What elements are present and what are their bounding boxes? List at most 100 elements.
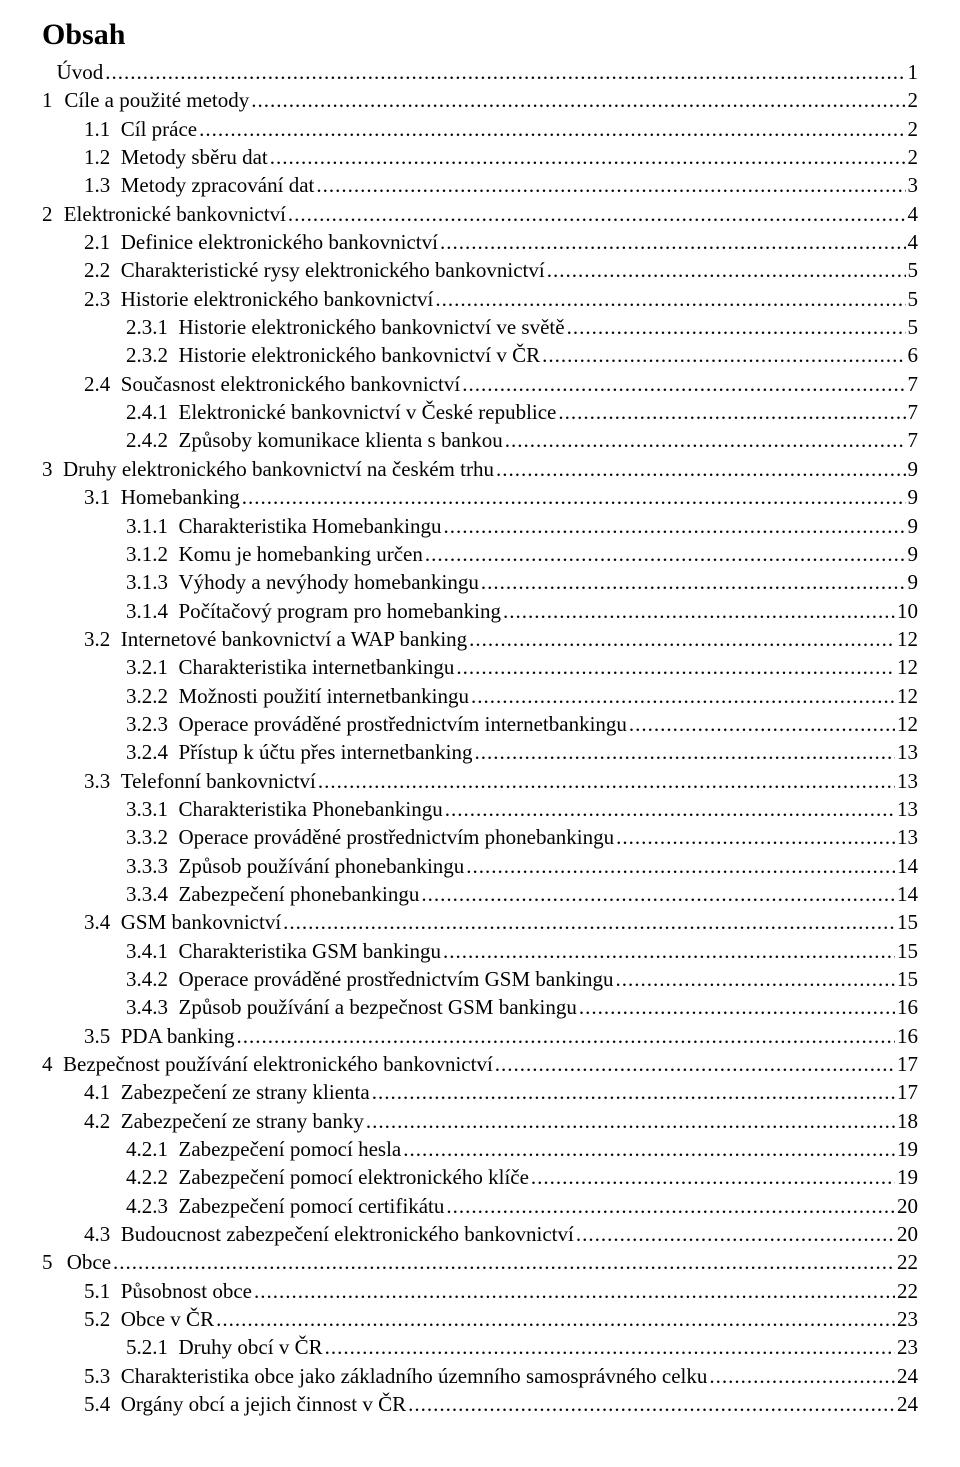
toc-entry: 5.4 Orgány obcí a jejich činnost v ČR24	[42, 1390, 918, 1418]
toc-dot-leader	[288, 200, 906, 228]
toc-entry-label: Elektronické bankovnictví	[64, 200, 286, 228]
toc-entry-page: 13	[897, 795, 918, 823]
toc-entry-page: 13	[897, 823, 918, 851]
toc-entry: 3.3.2 Operace prováděné prostřednictvím …	[42, 823, 918, 851]
toc-entry-number: 3	[42, 455, 53, 483]
toc-entry: 4.2.3 Zabezpečení pomocí certifikátu20	[42, 1192, 918, 1220]
toc-entry-page: 15	[897, 937, 918, 965]
toc-entry: 2.4.1 Elektronické bankovnictví v České …	[42, 398, 918, 426]
toc-entry-page: 9	[908, 568, 919, 596]
toc-entry-number: 5.2	[84, 1305, 110, 1333]
toc-entry-page: 2	[908, 143, 919, 171]
toc-entry-number: 2.2	[84, 256, 110, 284]
toc-entry-number: 3.5	[84, 1022, 110, 1050]
toc-entry: 2 Elektronické bankovnictví4	[42, 200, 918, 228]
toc-entry: 4.2.1 Zabezpečení pomocí hesla19	[42, 1135, 918, 1163]
toc-entry: 3.3.1 Charakteristika Phonebankingu13	[42, 795, 918, 823]
toc-entry-number: 1	[42, 86, 54, 114]
toc-entry: 3.2.4 Přístup k účtu přes internetbankin…	[42, 738, 918, 766]
toc-entry-page: 22	[897, 1277, 918, 1305]
toc-entry: 3 Druhy elektronického bankovnictví na č…	[42, 455, 918, 483]
toc-entry: Úvod1	[42, 58, 918, 86]
toc-entry-page: 7	[908, 398, 919, 426]
toc-dot-leader	[496, 455, 906, 483]
toc-entry-number: 3.3.2	[126, 823, 168, 851]
toc-entry-number: 2.3	[84, 285, 110, 313]
toc-entry: 3.3.4 Zabezpečení phonebankingu14	[42, 880, 918, 908]
toc-entry: 1.2 Metody sběru dat2	[42, 143, 918, 171]
toc-dot-leader	[503, 597, 895, 625]
toc-entry: 3.1 Homebanking9	[42, 483, 918, 511]
toc-entry-number: 3.1.1	[126, 512, 168, 540]
toc-entry-page: 14	[897, 880, 918, 908]
toc-entry-label: Zabezpečení pomocí elektronického klíče	[179, 1163, 529, 1191]
toc-entry-page: 13	[897, 738, 918, 766]
toc-page: Obsah Úvod11 Cíle a použité metody 21.1 C…	[0, 0, 960, 1459]
toc-entry: 5.2.1 Druhy obcí v ČR23	[42, 1333, 918, 1361]
toc-entry: 5.3 Charakteristika obce jako základního…	[42, 1362, 918, 1390]
toc-entry-label: Cíle a použité metody	[64, 86, 249, 114]
toc-entry-number: 1.3	[84, 171, 110, 199]
toc-entry: 4.2 Zabezpečení ze strany banky18	[42, 1107, 918, 1135]
toc-entry: 3.4.2 Operace prováděné prostřednictvím …	[42, 965, 918, 993]
toc-dot-leader	[471, 682, 895, 710]
toc-entry-number: 3.4	[84, 908, 110, 936]
toc-entry-label: Metody zpracování dat	[121, 171, 315, 199]
toc-entry-page: 5	[908, 313, 919, 341]
toc-entry-label: Definice elektronického bankovnictví	[121, 228, 438, 256]
toc-entry-number: 2.3.2	[126, 341, 168, 369]
toc-dot-leader	[616, 823, 895, 851]
toc-entry: 1.3 Metody zpracování dat3	[42, 171, 918, 199]
toc-dot-leader	[237, 1022, 895, 1050]
toc-entry-label: Současnost elektronického bankovnictví	[121, 370, 460, 398]
toc-entry: 3.2.2 Možnosti použití internetbankingu1…	[42, 682, 918, 710]
toc-dot-leader	[251, 86, 905, 114]
toc-entry-label: Internetové bankovnictví a WAP banking	[121, 625, 467, 653]
toc-entry: 3.4 GSM bankovnictví15	[42, 908, 918, 936]
toc-entry: 3.2.3 Operace prováděné prostřednictvím …	[42, 710, 918, 738]
toc-dot-leader	[462, 370, 905, 398]
toc-dot-leader	[318, 767, 895, 795]
toc-entry: 3.1.4 Počítačový program pro homebanking…	[42, 597, 918, 625]
toc-dot-leader	[270, 143, 906, 171]
toc-entry-page: 6	[908, 341, 919, 369]
toc-entry-number: 3.1	[84, 483, 110, 511]
toc-dot-leader	[709, 1362, 895, 1390]
toc-entry-label: Přístup k účtu přes internetbanking	[179, 738, 473, 766]
toc-entry: 3.2 Internetové bankovnictví a WAP banki…	[42, 625, 918, 653]
toc-entry-number: 3.2	[84, 625, 110, 653]
toc-dot-leader	[435, 285, 905, 313]
toc-entry: 1.1 Cíl práce2	[42, 115, 918, 143]
toc-entry-page: 19	[897, 1163, 918, 1191]
toc-entry-label: Možnosti použití internetbankingu	[179, 682, 469, 710]
toc-entry-page: 9	[908, 483, 919, 511]
toc-entry-page: 4	[908, 228, 919, 256]
toc-entry: 3.4.1 Charakteristika GSM bankingu15	[42, 937, 918, 965]
toc-entry-number: 5.4	[84, 1390, 110, 1418]
toc-entry-number: 5.1	[84, 1277, 110, 1305]
toc-entry: 3.1.1 Charakteristika Homebankingu9	[42, 512, 918, 540]
toc-entry-page: 12	[897, 625, 918, 653]
toc-dot-leader	[421, 880, 895, 908]
toc-entry-page: 19	[897, 1135, 918, 1163]
toc-entry-label: Komu je homebanking určen	[179, 540, 423, 568]
toc-entry-number: 2.1	[84, 228, 110, 256]
toc-entry-page: 17	[897, 1078, 918, 1106]
toc-entry-number: 4.3	[84, 1220, 110, 1248]
toc-entry-page: 2	[908, 86, 919, 114]
toc-entry-label: Výhody a nevýhody homebankingu	[179, 568, 479, 596]
toc-title: Obsah	[42, 18, 918, 52]
toc-entry-page: 15	[897, 908, 918, 936]
toc-entry-number: 3.2.3	[126, 710, 168, 738]
toc-entry-page: 16	[897, 1022, 918, 1050]
toc-dot-leader	[505, 426, 906, 454]
toc-entry-number: 2.3.1	[126, 313, 168, 341]
toc-entry-label: Zabezpečení ze strany klienta	[121, 1078, 370, 1106]
toc-entry-page: 1	[908, 58, 919, 86]
toc-entry-label: Druhy elektronického bankovnictví na čes…	[63, 455, 494, 483]
toc-entry-label: Charakteristika Phonebankingu	[179, 795, 443, 823]
toc-list: Úvod11 Cíle a použité metody 21.1 Cíl prá…	[42, 58, 918, 1419]
toc-entry-number: 3.4.2	[126, 965, 168, 993]
toc-entry-label: PDA banking	[121, 1022, 235, 1050]
toc-dot-leader	[469, 625, 895, 653]
